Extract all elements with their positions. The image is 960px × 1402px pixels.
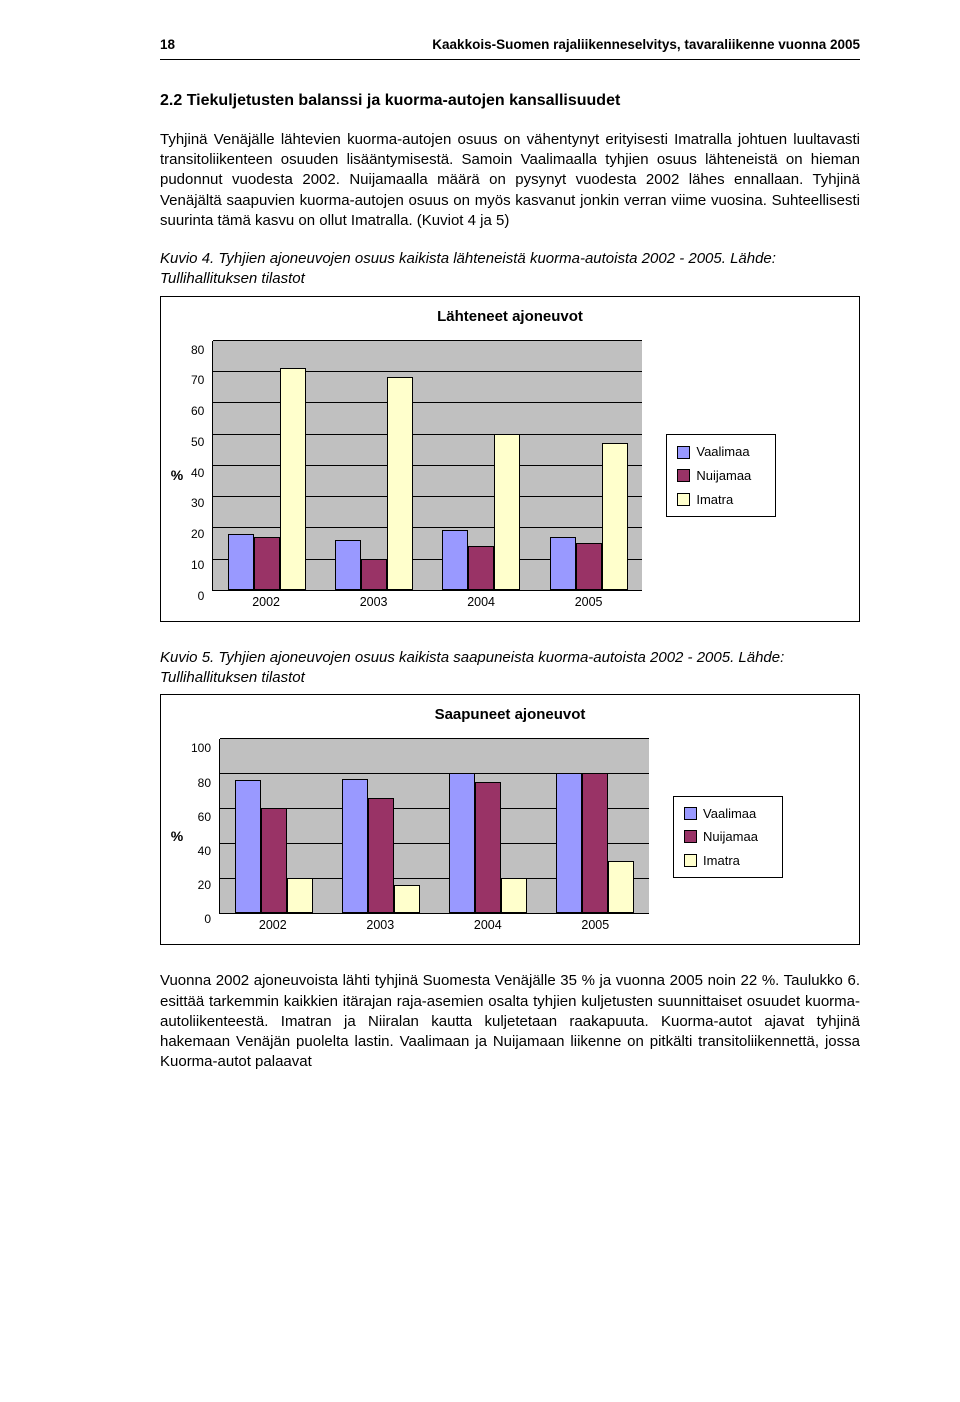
bar-nuijamaa [368,798,394,914]
bar-group [542,739,649,913]
header-title: Kaakkois-Suomen rajaliikenneselvitys, ta… [432,36,860,54]
legend-item-vaalimaa: Vaalimaa [677,443,765,461]
legend-item-imatra: Imatra [684,852,772,870]
bar-imatra [608,861,634,914]
ytick-label: 30 [191,495,204,511]
ytick-label: 80 [191,342,204,358]
xtick-label: 2005 [535,594,643,611]
swatch-vaalimaa [677,446,690,459]
bar-vaalimaa [335,540,361,590]
bar-group [535,341,642,590]
paragraph-intro: Tyhjinä Venäjälle lähtevien kuorma-autoj… [160,130,860,231]
ytick-label: 50 [191,434,204,450]
swatch-imatra [684,854,697,867]
legend-item-imatra: Imatra [677,491,765,509]
swatch-imatra [677,493,690,506]
swatch-vaalimaa [684,807,697,820]
xtick-label: 2003 [320,594,428,611]
swatch-nuijamaa [677,469,690,482]
bar-imatra [287,878,313,913]
caption-chart-5: Kuvio 5. Tyhjien ajoneuvojen osuus kaiki… [160,648,860,689]
bar-vaalimaa [556,773,582,913]
ytick-label: 0 [204,911,211,927]
bar-vaalimaa [449,773,475,913]
chart-4-yaxis: 80 70 60 50 40 30 20 10 0 [191,342,208,604]
ytick-label: 60 [198,809,211,825]
chart-4-container: Lähteneet ajoneuvot % 80706050403020100 … [160,296,860,622]
bar-group [428,341,535,590]
ytick-label: 40 [191,465,204,481]
chart-5-xaxis: 2002200320042005 [219,914,649,934]
legend-label-vaalimaa: Vaalimaa [696,443,749,461]
bar-nuijamaa [582,773,608,913]
bar-group [220,739,327,913]
legend-label-imatra: Imatra [696,491,733,509]
bar-group [321,341,428,590]
legend-item-nuijamaa: Nuijamaa [684,828,772,846]
bar-nuijamaa [261,808,287,913]
bar-vaalimaa [235,780,261,913]
ytick-label: 20 [198,877,211,893]
chart-5-plot [219,739,649,914]
bar-vaalimaa [550,537,576,590]
page-number: 18 [160,36,175,54]
header-rule [160,59,860,60]
section-heading: 2.2 Tiekuljetusten balanssi ja kuorma-au… [160,90,860,112]
bar-imatra [494,434,520,590]
legend-item-nuijamaa: Nuijamaa [677,467,765,485]
legend-label-imatra: Imatra [703,852,740,870]
bar-vaalimaa [342,779,368,914]
chart-4-title: Lähteneet ajoneuvot [167,307,853,327]
caption-chart-4: Kuvio 4. Tyhjien ajoneuvojen osuus kaiki… [160,249,860,290]
ytick-label: 60 [191,403,204,419]
ytick-label: 0 [198,588,205,604]
chart-4-plot [212,341,642,591]
legend-item-vaalimaa: Vaalimaa [684,805,772,823]
bar-imatra [387,377,413,590]
ytick-label: 20 [191,526,204,542]
legend-label-nuijamaa: Nuijamaa [703,828,758,846]
chart-4-xaxis: 2002200320042005 [212,591,642,611]
xtick-label: 2004 [434,917,542,934]
bar-vaalimaa [442,530,468,589]
paragraph-outro: Vuonna 2002 ajoneuvoista lähti tyhjinä S… [160,971,860,1072]
ytick-label: 40 [198,843,211,859]
bar-imatra [602,443,628,590]
xtick-label: 2002 [212,594,320,611]
xtick-label: 2005 [542,917,650,934]
ytick-label: 100 [191,740,211,756]
bar-group [435,739,542,913]
ytick-label: 10 [191,557,204,573]
bar-nuijamaa [361,559,387,590]
legend-label-nuijamaa: Nuijamaa [696,467,751,485]
swatch-nuijamaa [684,830,697,843]
chart-4-ylabel: % [167,466,187,485]
legend-label-vaalimaa: Vaalimaa [703,805,756,823]
chart-4-legend: Vaalimaa Nuijamaa Imatra [666,434,776,517]
bar-imatra [394,885,420,913]
bar-group [213,341,320,590]
bar-nuijamaa [576,543,602,590]
bar-nuijamaa [475,782,501,913]
ytick-label: 80 [198,775,211,791]
bar-imatra [501,878,527,913]
bar-group [327,739,434,913]
chart-5-container: Saapuneet ajoneuvot % 100806040200 20022… [160,694,860,945]
bar-vaalimaa [228,534,254,590]
chart-5-legend: Vaalimaa Nuijamaa Imatra [673,796,783,879]
bar-nuijamaa [254,537,280,590]
xtick-label: 2003 [327,917,435,934]
xtick-label: 2002 [219,917,327,934]
chart-5-title: Saapuneet ajoneuvot [167,705,853,725]
ytick-label: 70 [191,372,204,388]
chart-5-ylabel: % [167,827,187,846]
chart-5-yaxis: 100 80 60 40 20 0 [191,740,215,927]
xtick-label: 2004 [427,594,535,611]
bar-nuijamaa [468,546,494,590]
bar-imatra [280,368,306,590]
